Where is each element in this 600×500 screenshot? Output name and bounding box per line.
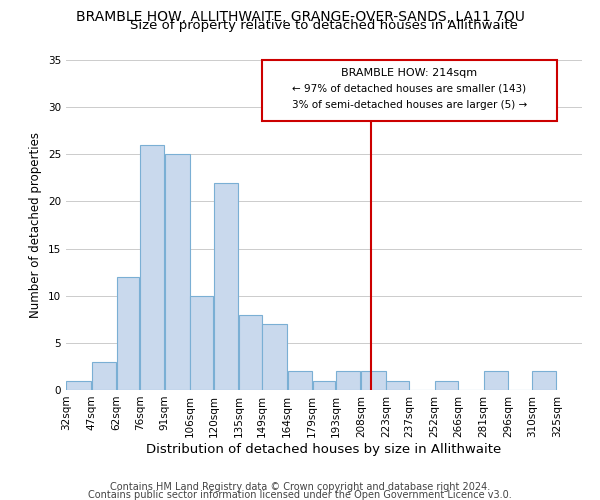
X-axis label: Distribution of detached houses by size in Allithwaite: Distribution of detached houses by size … xyxy=(146,442,502,456)
FancyBboxPatch shape xyxy=(262,60,557,122)
Bar xyxy=(287,371,312,390)
Bar xyxy=(336,371,361,390)
Bar xyxy=(361,371,386,390)
Bar xyxy=(214,182,238,390)
Bar xyxy=(484,371,508,390)
Bar xyxy=(313,380,335,390)
Text: BRAMBLE HOW: 214sqm: BRAMBLE HOW: 214sqm xyxy=(341,68,478,78)
Text: ← 97% of detached houses are smaller (143): ← 97% of detached houses are smaller (14… xyxy=(292,84,527,94)
Bar xyxy=(165,154,190,390)
Text: Contains public sector information licensed under the Open Government Licence v3: Contains public sector information licen… xyxy=(88,490,512,500)
Text: BRAMBLE HOW, ALLITHWAITE, GRANGE-OVER-SANDS, LA11 7QU: BRAMBLE HOW, ALLITHWAITE, GRANGE-OVER-SA… xyxy=(76,10,524,24)
Bar xyxy=(239,314,262,390)
Bar xyxy=(116,277,139,390)
Text: 3% of semi-detached houses are larger (5) →: 3% of semi-detached houses are larger (5… xyxy=(292,100,527,110)
Bar xyxy=(386,380,409,390)
Bar xyxy=(435,380,458,390)
Bar xyxy=(140,145,164,390)
Bar xyxy=(67,380,91,390)
Bar xyxy=(190,296,213,390)
Bar xyxy=(262,324,287,390)
Y-axis label: Number of detached properties: Number of detached properties xyxy=(29,132,43,318)
Title: Size of property relative to detached houses in Allithwaite: Size of property relative to detached ho… xyxy=(130,20,518,32)
Text: Contains HM Land Registry data © Crown copyright and database right 2024.: Contains HM Land Registry data © Crown c… xyxy=(110,482,490,492)
Bar xyxy=(532,371,556,390)
Bar xyxy=(92,362,116,390)
